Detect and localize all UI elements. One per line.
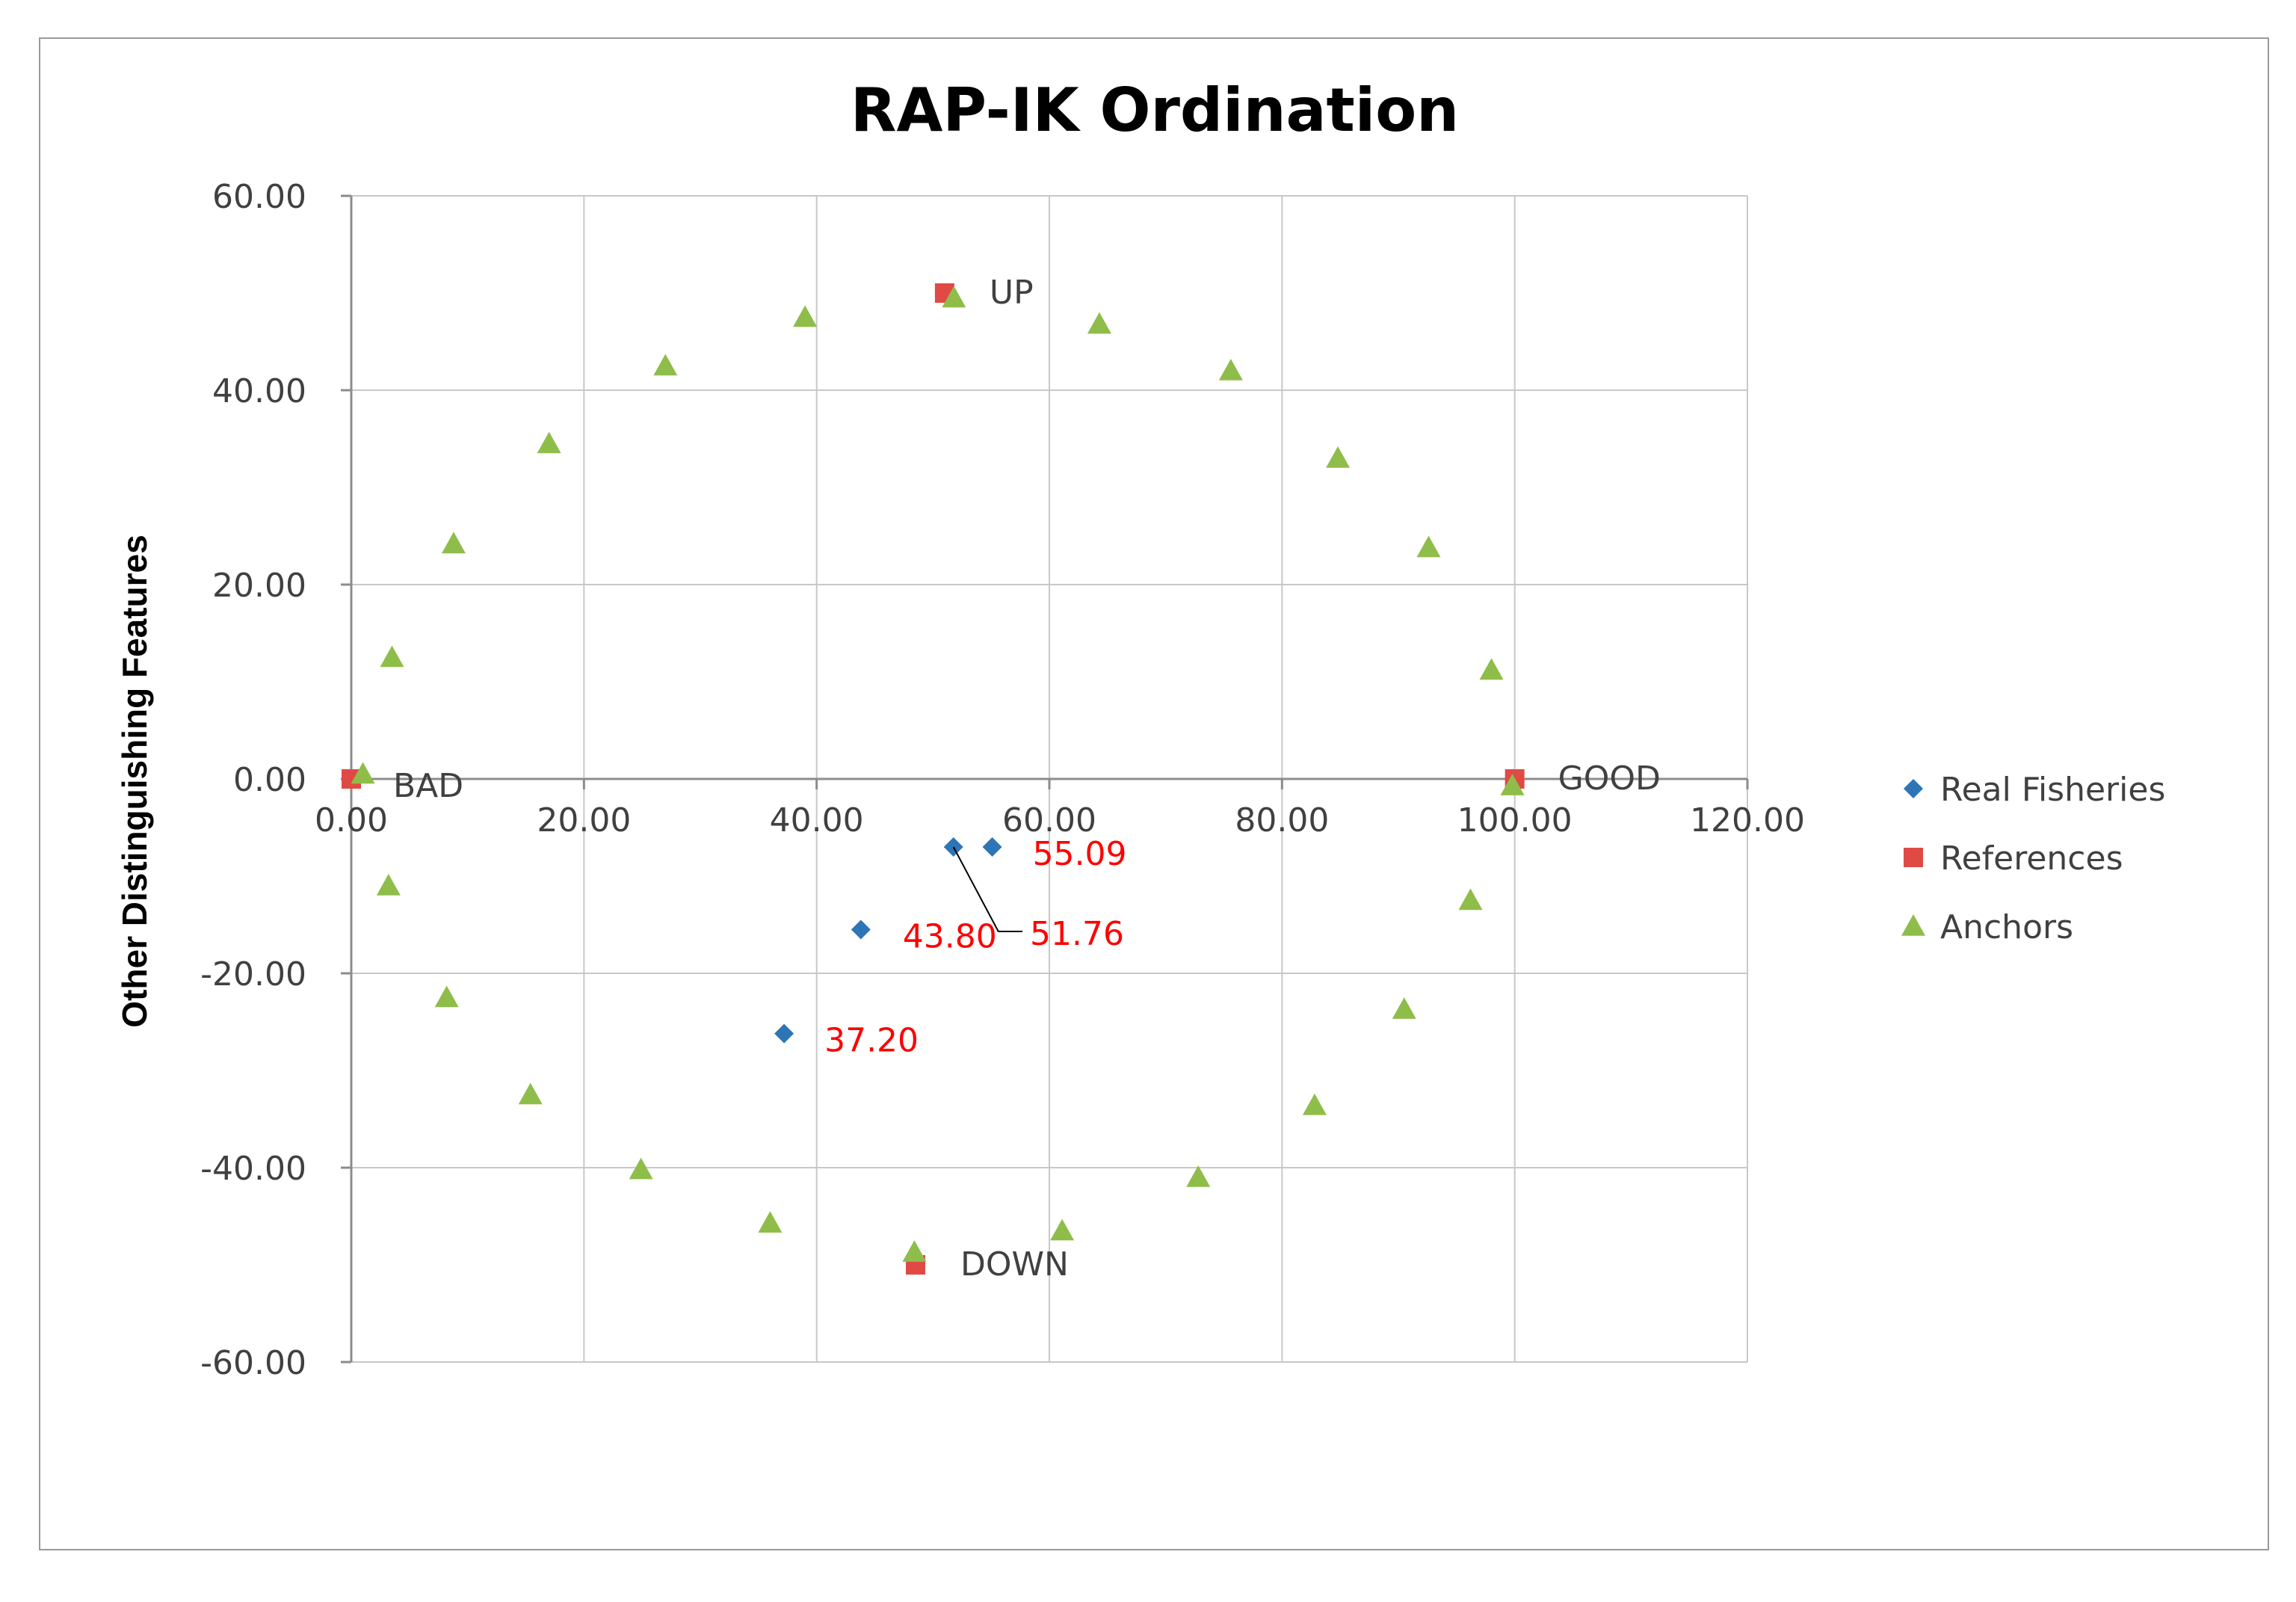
axes xyxy=(341,194,1749,1364)
tick-labels: 60.00 40.00 20.00 0.00 -20.00 -40.00 -60.00 0.0… xyxy=(200,178,1805,1382)
point-anchors-11 xyxy=(1479,658,1504,680)
x-tick-label-4: 80.00 xyxy=(1235,801,1329,839)
leader-line-51-76 xyxy=(952,846,1022,932)
point-anchors-21 xyxy=(1302,1093,1327,1115)
point-anchors-7 xyxy=(1087,312,1111,334)
point-anchors-3 xyxy=(537,431,561,454)
point-anchors-14 xyxy=(434,985,459,1008)
point-anchors-18 xyxy=(902,1240,927,1262)
legend-marker-real-fisheries xyxy=(1904,779,1923,798)
legend-label-references: References xyxy=(1940,839,2123,878)
x-tick-label-1: 20.00 xyxy=(537,801,631,839)
value-label-3: 37.20 xyxy=(824,1022,919,1060)
y-axis-label: Other Distinguishing Features xyxy=(115,534,154,1027)
point-anchors-2 xyxy=(441,532,466,554)
y-tick-label-3: 0.00 xyxy=(233,761,306,799)
point-real-fisheries-3 xyxy=(774,1023,794,1044)
label-bad: BAD xyxy=(393,767,463,805)
legend: Real Fisheries References Anchors xyxy=(1901,771,2165,946)
legend-label-anchors: Anchors xyxy=(1940,908,2073,946)
point-anchors-0 xyxy=(351,762,375,784)
point-anchors-9 xyxy=(1326,446,1351,468)
point-anchors-10 xyxy=(1416,535,1441,558)
point-anchors-1 xyxy=(380,645,404,668)
y-tick-label-2: 20.00 xyxy=(212,567,306,605)
point-anchors-16 xyxy=(629,1157,653,1180)
x-tick-label-3: 60.00 xyxy=(1002,801,1096,839)
point-real-fisheries-0 xyxy=(982,837,1002,857)
data-labels: BAD GOOD UP DOWN 55.09 51.76 43.80 37.20 xyxy=(393,274,1661,1284)
legend-label-real-fisheries: Real Fisheries xyxy=(1940,771,2165,809)
x-tick-label-6: 120.00 xyxy=(1690,801,1805,839)
legend-marker-references xyxy=(1904,848,1923,867)
chart-area xyxy=(39,37,2269,1550)
data-points xyxy=(342,283,1525,1275)
point-anchors-5 xyxy=(793,305,818,327)
value-label-1: 51.76 xyxy=(1030,915,1124,953)
legend-marker-anchors xyxy=(1901,914,1925,936)
label-good: GOOD xyxy=(1558,760,1661,798)
point-anchors-8 xyxy=(1218,359,1243,381)
point-anchors-12 xyxy=(1500,774,1525,795)
value-label-2: 43.80 xyxy=(903,918,997,956)
y-tick-label-1: 40.00 xyxy=(212,372,306,410)
x-tick-label-0: 0.00 xyxy=(315,801,388,839)
point-anchors-23 xyxy=(1458,888,1483,911)
y-tick-label-0: 60.00 xyxy=(212,178,306,216)
point-anchors-19 xyxy=(1050,1219,1075,1241)
point-anchors-15 xyxy=(518,1082,543,1105)
point-anchors-20 xyxy=(1186,1165,1211,1187)
point-anchors-22 xyxy=(1392,997,1416,1019)
point-anchors-4 xyxy=(653,354,678,376)
y-tick-label-6: -60.00 xyxy=(200,1344,306,1382)
point-anchors-6 xyxy=(942,286,966,308)
point-anchors-13 xyxy=(376,874,401,896)
chart-title: RAP-IK Ordination xyxy=(851,76,1459,145)
value-label-0: 55.09 xyxy=(1033,835,1127,873)
point-real-fisheries-2 xyxy=(851,919,871,940)
x-tick-label-2: 40.00 xyxy=(770,801,864,839)
label-up: UP xyxy=(990,274,1034,312)
label-down: DOWN xyxy=(960,1245,1069,1284)
point-anchors-17 xyxy=(758,1211,783,1233)
y-tick-label-4: -20.00 xyxy=(200,955,306,993)
y-tick-label-5: -40.00 xyxy=(200,1150,306,1188)
x-tick-label-5: 100.00 xyxy=(1457,801,1573,839)
